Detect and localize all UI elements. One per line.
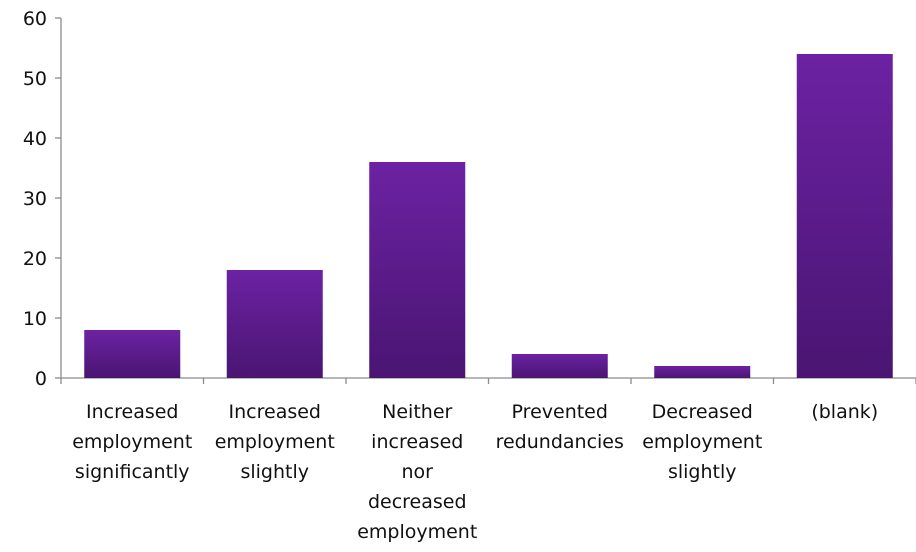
y-axis: 0 10 20 30 40 50 60: [23, 8, 61, 390]
category-labels: Increased employment significantlyIncrease…: [72, 401, 878, 543]
bar: [369, 162, 465, 378]
x-category-label-line: redundancies: [496, 431, 624, 453]
x-category-label: Decreased employment slightly: [642, 401, 762, 483]
x-category-label-line: (blank): [811, 401, 878, 423]
x-axis: [61, 378, 916, 384]
x-category-label-line: employment: [215, 431, 335, 453]
y-tick-label: 0: [35, 368, 47, 390]
x-category-label-line: employment: [642, 431, 762, 453]
bar: [227, 270, 323, 378]
x-category-label-line: Neither: [382, 401, 452, 423]
x-category-label: Increased employment significantly: [72, 401, 192, 483]
x-category-label-line: Decreased: [652, 401, 753, 423]
x-category-label: Prevented redundancies: [496, 401, 624, 453]
y-tick-label: 10: [23, 308, 47, 330]
x-category-label-line: employment: [72, 431, 192, 453]
x-category-label-line: Increased: [229, 401, 321, 423]
x-category-label-line: increased: [371, 431, 463, 453]
x-category-label-line: Increased: [86, 401, 178, 423]
x-category-label-line: nor: [402, 461, 434, 483]
x-category-label-line: slightly: [240, 461, 309, 483]
x-category-label: Neither increased nor decreased employment: [357, 401, 477, 543]
y-tick-label: 20: [23, 248, 47, 270]
x-category-label-line: Prevented: [512, 401, 608, 423]
x-category-label-line: significantly: [75, 461, 190, 483]
y-tick-label: 60: [23, 8, 47, 30]
bar: [654, 366, 750, 378]
x-category-label-line: slightly: [668, 461, 737, 483]
bar: [84, 330, 180, 378]
bar: [797, 54, 893, 378]
x-category-label-line: employment: [357, 521, 477, 543]
bars: [84, 54, 893, 378]
x-category-label: (blank): [811, 401, 878, 423]
x-category-label-line: decreased: [368, 491, 467, 513]
x-category-label: Increased employment slightly: [215, 401, 335, 483]
y-tick-label: 30: [23, 188, 47, 210]
y-tick-label: 40: [23, 128, 47, 150]
bar: [512, 354, 608, 378]
y-tick-label: 50: [23, 68, 47, 90]
